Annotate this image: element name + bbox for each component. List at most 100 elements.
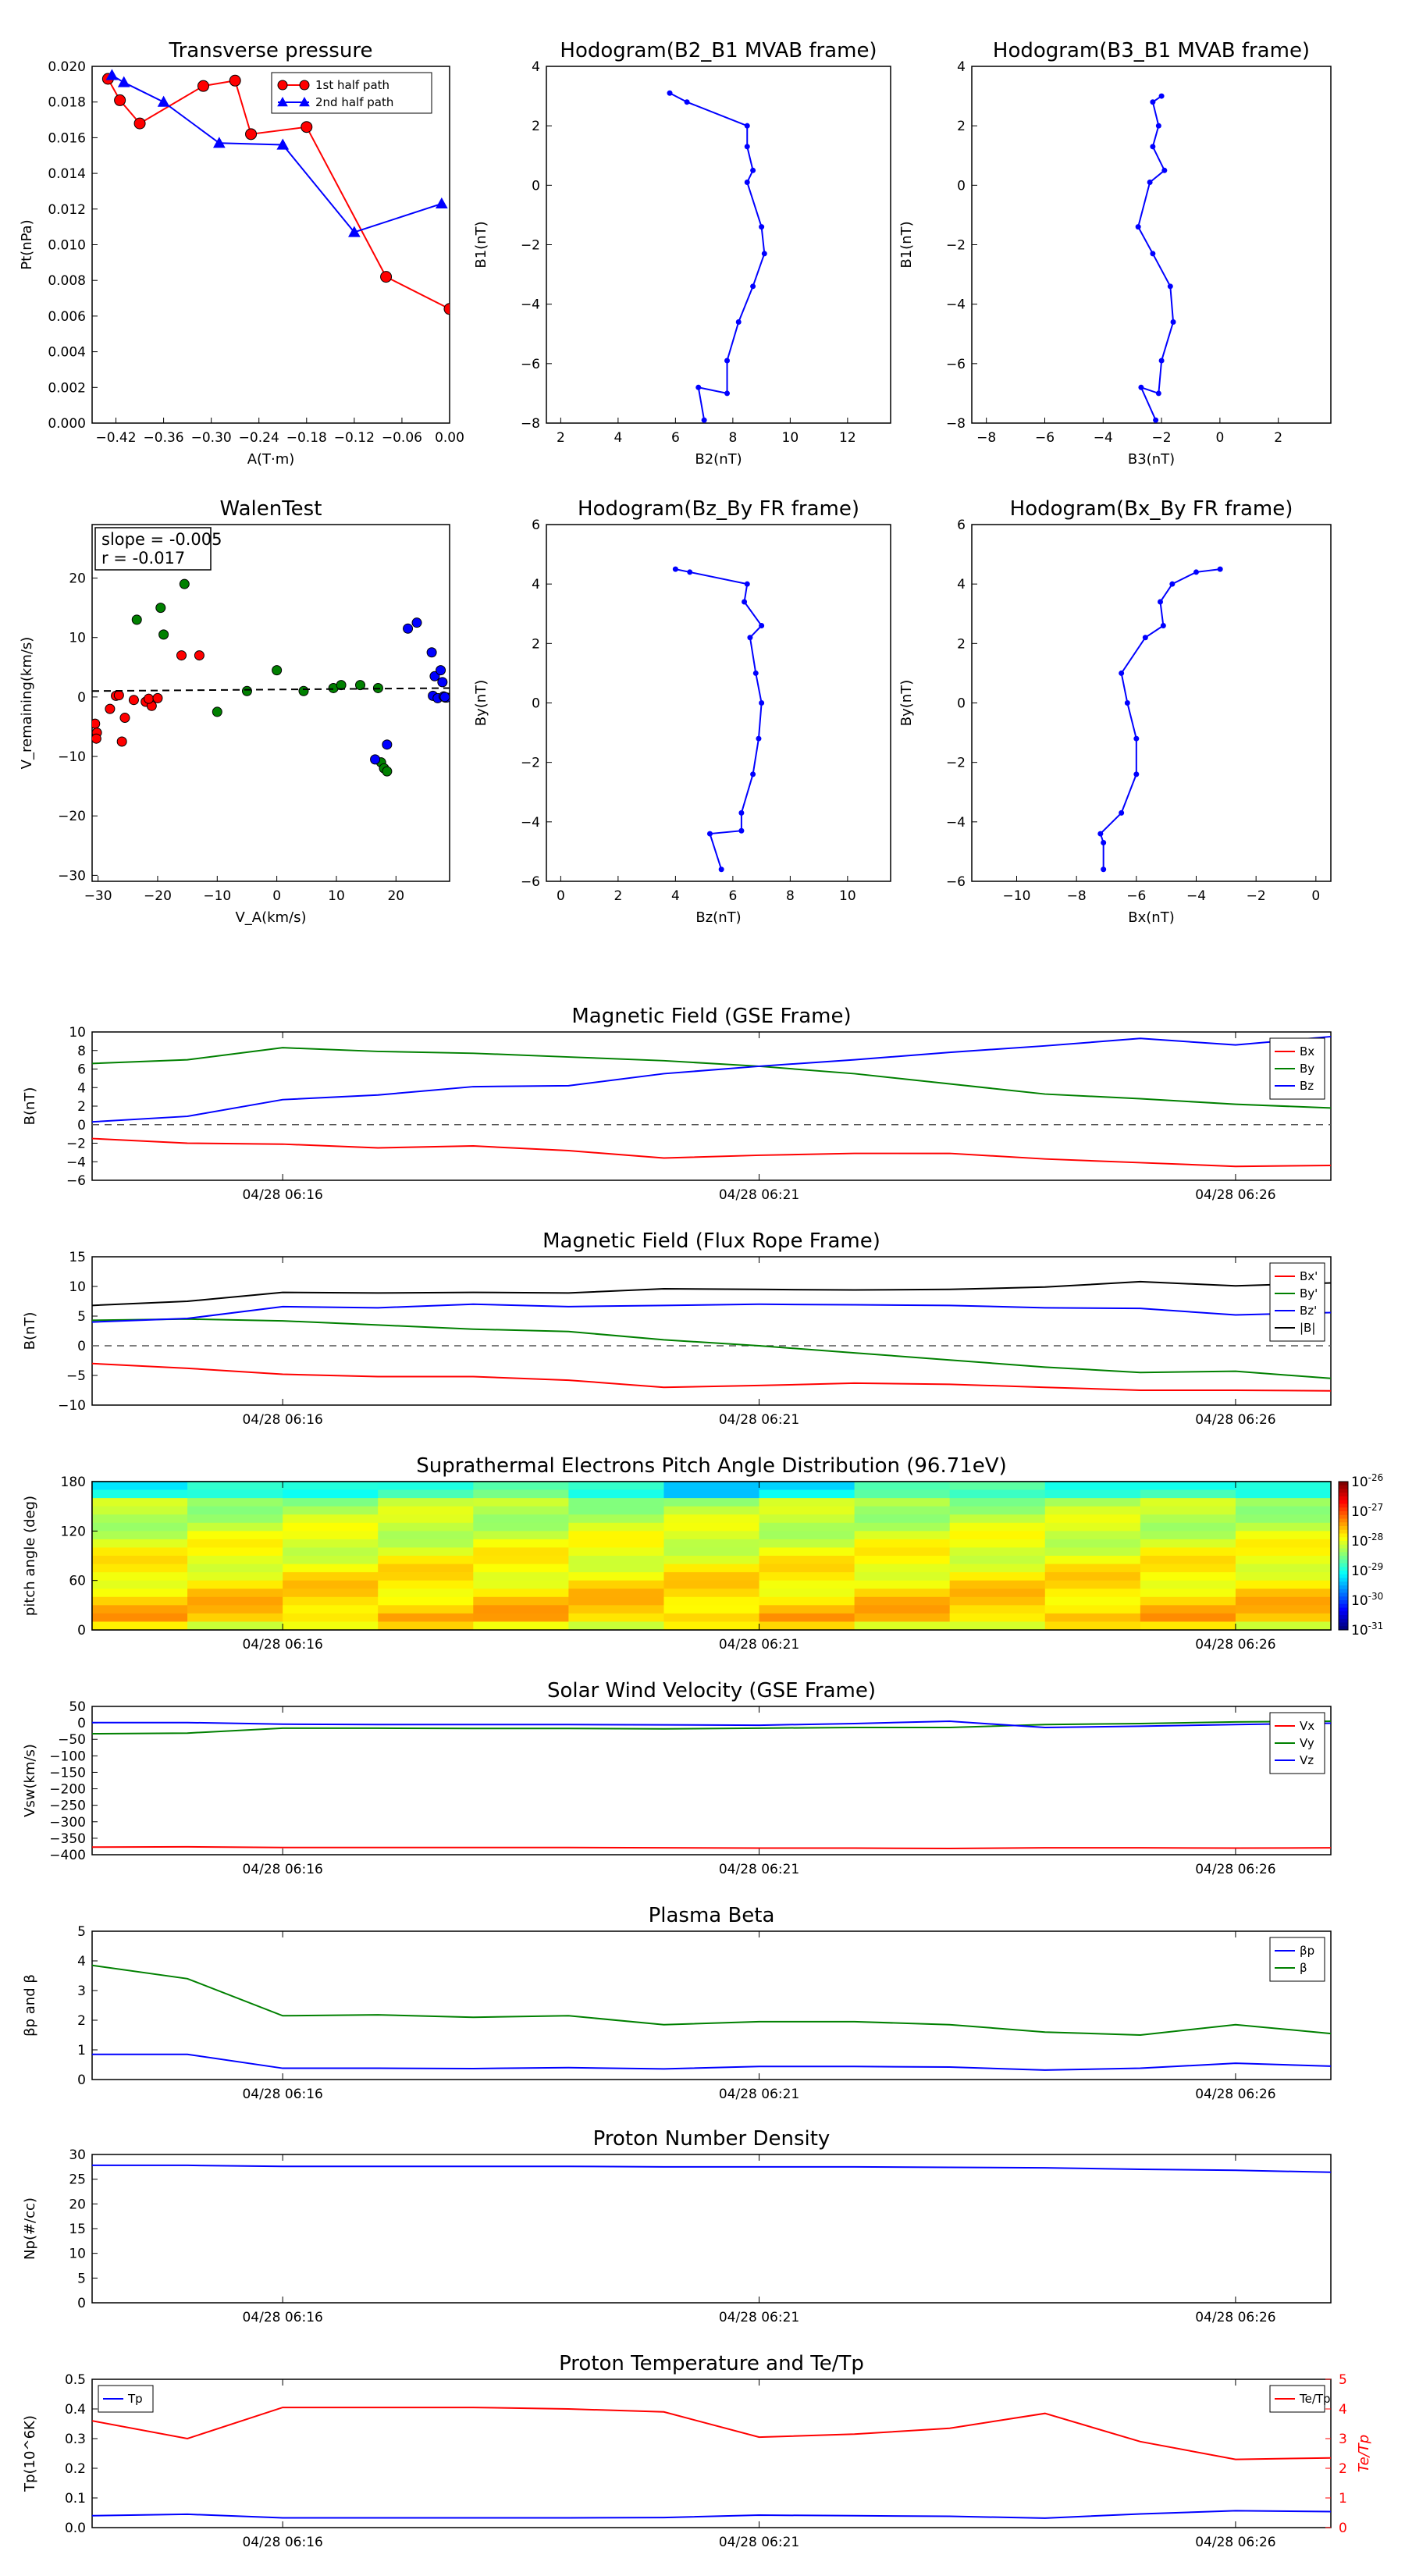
heatmap-cell: [568, 1498, 664, 1507]
x-tick-label: 04/28 06:21: [719, 1862, 799, 1877]
data-point: [724, 358, 731, 364]
series-line-|B|: [91, 1280, 1332, 1307]
colorbar-tick-label: 10-29: [1351, 1561, 1383, 1579]
data-point: [1119, 809, 1125, 816]
data-point: [1150, 144, 1156, 150]
heatmap-cell: [473, 1539, 569, 1548]
data-point: [1153, 417, 1159, 423]
heatmap-cell: [1140, 1605, 1236, 1614]
heatmap-cell: [378, 1514, 474, 1524]
heatmap-cell: [663, 1514, 760, 1524]
data-point: [301, 121, 313, 133]
x-axis-label: B3(nT): [1128, 451, 1175, 468]
heatmap-cell: [283, 1564, 379, 1573]
panel-tp: Transverse pressure−0.42 −0.36 −0.30 −0.24−…: [19, 39, 464, 468]
data-point: [128, 695, 139, 706]
y-tick-label: 6: [77, 1062, 86, 1078]
heatmap-cell: [378, 1621, 474, 1631]
heatmap-cell: [1235, 1605, 1332, 1614]
heatmap-cell: [568, 1605, 664, 1614]
data-point: [105, 69, 119, 80]
data-point: [742, 599, 748, 605]
heatmap-cell: [663, 1556, 760, 1565]
heatmap-cell: [92, 1539, 188, 1548]
panel-hodo1: Hodogram(B2_B1 MVAB frame) 2 4 6 8 10 12 −8 −6 −4…: [473, 39, 891, 468]
heatmap-cell: [663, 1522, 760, 1532]
panel-title: Plasma Beta: [649, 1904, 775, 1927]
data-point: [738, 809, 745, 816]
heatmap-cell: [568, 1531, 664, 1540]
x-tick-label: −4: [1094, 430, 1113, 446]
y-tick-label: 0.006: [48, 309, 86, 325]
data-point: [759, 622, 765, 628]
series-line: [667, 90, 767, 423]
data-point: [672, 566, 678, 572]
heatmap-cell: [378, 1522, 474, 1532]
heatmap-cell: [92, 1580, 188, 1589]
plot-frame: [971, 524, 1332, 882]
series-line: [92, 650, 205, 747]
data-point: [744, 144, 750, 150]
x-tick-label: 2: [557, 430, 565, 446]
legend: 1st half path 2nd half path: [271, 72, 432, 114]
x-tick-label: −8: [1067, 888, 1087, 904]
heatmap-cell: [1044, 1482, 1141, 1491]
data-point: [382, 766, 393, 777]
data-point: [750, 167, 756, 173]
colorbar-step: [1339, 1607, 1348, 1612]
series-line: [370, 617, 450, 765]
data-point: [229, 74, 241, 87]
data-point: [435, 197, 448, 209]
x-tick-label: −0.24: [239, 430, 279, 446]
y-tick-label: 10: [69, 2247, 86, 2262]
heatmap-cell: [1044, 1539, 1141, 1548]
series-line: [1097, 566, 1223, 873]
data-point: [92, 733, 101, 744]
heatmap-cell: [92, 1613, 188, 1622]
heatmap-cell: [1044, 1556, 1141, 1565]
legend: βp β: [1269, 1937, 1325, 1982]
heatmap-cell: [854, 1498, 951, 1507]
x-tick-label: 0: [1215, 430, 1224, 446]
x-tick-label: 12: [839, 430, 856, 446]
heatmap-cell: [854, 1482, 951, 1491]
colorbar-step: [1339, 1511, 1348, 1516]
x-tick-label: 8: [728, 430, 737, 446]
legend: Vx Vy Vz: [1269, 1712, 1325, 1774]
y-tick-label: −10: [58, 749, 86, 765]
heatmap-cell: [187, 1621, 283, 1631]
series-line-Bx': [91, 1362, 1332, 1392]
data-point: [197, 80, 209, 92]
x-tick-label: −10: [203, 888, 231, 904]
colorbar-step: [1339, 1500, 1348, 1504]
heatmap-cell: [1235, 1482, 1332, 1491]
heatmap-cell: [473, 1556, 569, 1565]
heatmap-cell: [663, 1489, 760, 1499]
heatmap-cell: [283, 1489, 379, 1499]
series-line-Bx: [91, 1137, 1332, 1168]
heatmap-cell: [187, 1531, 283, 1540]
y-tick-label: −4: [521, 297, 540, 313]
data-point: [687, 569, 693, 575]
heatmap-cell: [663, 1605, 760, 1614]
heatmap-cell: [663, 1506, 760, 1515]
heatmap-cell: [92, 1605, 188, 1614]
heatmap-cell: [187, 1482, 283, 1491]
series-line-βp: [92, 2053, 1332, 2071]
colorbar-step: [1339, 1582, 1348, 1586]
heatmap-cell: [1235, 1580, 1332, 1589]
y-tick-label: 5: [77, 1309, 86, 1325]
colorbar-step: [1339, 1552, 1348, 1557]
heatmap-cell: [473, 1605, 569, 1614]
x-tick-label: 04/28 06:26: [1195, 2535, 1275, 2550]
panel-title: Transverse pressure: [169, 39, 373, 62]
colorbar-tick-label: 10-26: [1351, 1472, 1383, 1490]
y-tick-label: 0: [77, 2073, 86, 2088]
y-tick-label: 0: [77, 1118, 86, 1133]
heatmap-cell: [568, 1482, 664, 1491]
x-tick-label: 04/28 06:21: [719, 2310, 799, 2325]
heatmap-cell: [283, 1589, 379, 1598]
x-tick-label: −0.18: [286, 430, 327, 446]
heatmap-cell: [283, 1539, 379, 1548]
heatmap-cell: [92, 1547, 188, 1557]
